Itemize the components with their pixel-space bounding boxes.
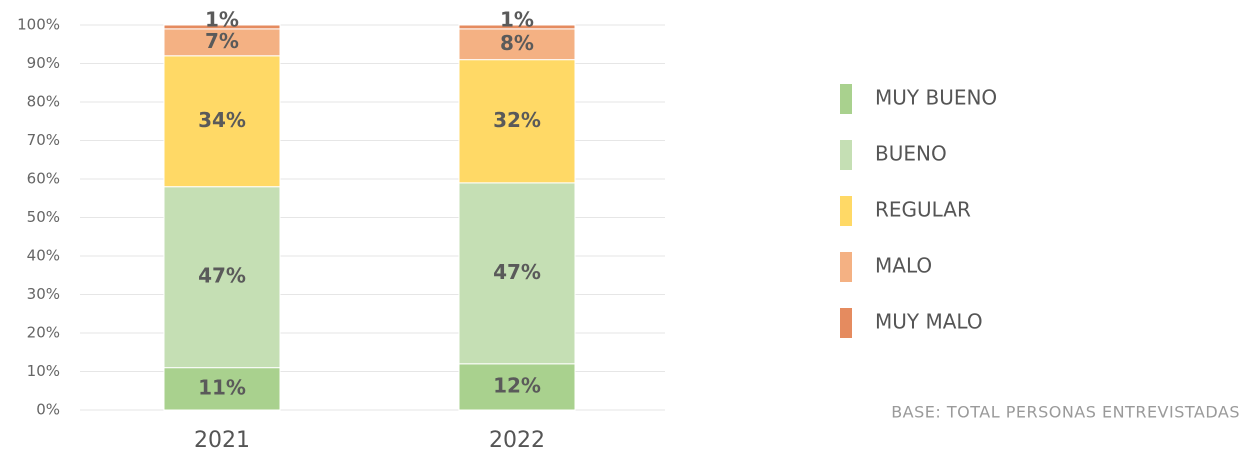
data-label: 8% [500, 31, 534, 55]
y-tick-label: 20% [27, 324, 60, 342]
y-tick-label: 40% [27, 247, 60, 265]
bar-segment [163, 367, 281, 411]
bar-segment [458, 24, 576, 30]
legend-label: MUY BUENO [875, 86, 997, 110]
legend-label: REGULAR [875, 198, 971, 222]
bar-segment [163, 24, 281, 30]
data-label: 34% [198, 108, 246, 132]
legend-swatch [840, 252, 852, 282]
data-label: 1% [500, 7, 534, 31]
legend-label: BUENO [875, 142, 947, 166]
y-tick-label: 100% [17, 16, 60, 34]
base-note: BASE: TOTAL PERSONAS ENTREVISTADAS [891, 403, 1240, 422]
y-tick-label: 30% [27, 285, 60, 303]
legend-swatch [840, 84, 852, 114]
legend-swatch [840, 196, 852, 226]
data-label: 47% [198, 264, 246, 288]
bar-segment [163, 55, 281, 188]
data-label: 32% [493, 108, 541, 132]
legend-label: MUY MALO [875, 310, 983, 334]
y-tick-label: 70% [27, 131, 60, 149]
bar-segment [163, 28, 281, 57]
bar-segment [458, 59, 576, 184]
data-label: 7% [205, 29, 239, 53]
x-tick-label: 2021 [194, 428, 250, 453]
legend-swatch [840, 308, 852, 338]
legend-label: MALO [875, 254, 932, 278]
y-tick-label: 0% [36, 401, 60, 419]
data-label: 11% [198, 375, 246, 399]
y-tick-label: 60% [27, 170, 60, 188]
bar-segment [163, 186, 281, 369]
y-tick-label: 90% [27, 54, 60, 72]
y-tick-label: 50% [27, 208, 60, 226]
legend-swatch [840, 140, 852, 170]
data-label: 12% [493, 373, 541, 397]
data-label: 47% [493, 260, 541, 284]
data-label: 1% [205, 7, 239, 31]
x-tick-label: 2022 [489, 428, 545, 453]
bar-segment [458, 182, 576, 365]
y-tick-label: 10% [27, 362, 60, 380]
bar-segment [458, 363, 576, 411]
y-tick-label: 80% [27, 93, 60, 111]
